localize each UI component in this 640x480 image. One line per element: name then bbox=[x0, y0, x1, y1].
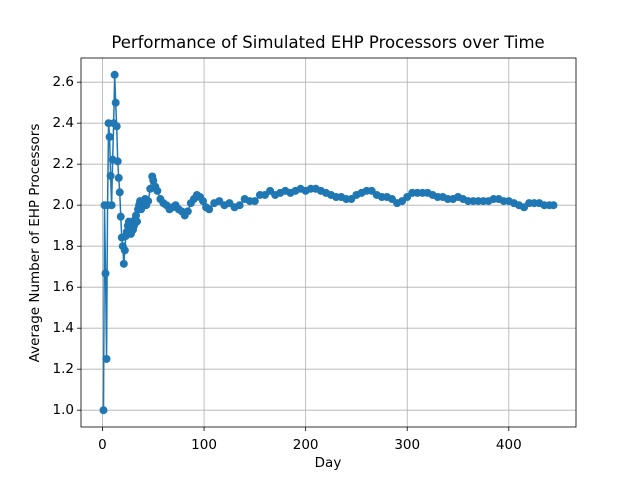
marker bbox=[133, 217, 142, 226]
marker bbox=[149, 176, 158, 185]
y-tick-label: 1.8 bbox=[53, 238, 74, 254]
marker bbox=[110, 70, 119, 79]
y-tick-label: 2.6 bbox=[53, 74, 74, 90]
marker bbox=[107, 201, 116, 210]
marker bbox=[549, 201, 558, 210]
chart-title: Performance of Simulated EHP Processors … bbox=[111, 33, 544, 52]
plot-frame bbox=[80, 57, 577, 428]
marker bbox=[183, 207, 192, 216]
marker bbox=[199, 197, 208, 206]
marker bbox=[101, 269, 110, 278]
marker bbox=[119, 259, 128, 268]
y-tick-label: 1.0 bbox=[53, 402, 74, 418]
y-tick-label: 1.2 bbox=[53, 361, 74, 377]
marker bbox=[153, 186, 162, 195]
marker bbox=[235, 201, 244, 210]
marker bbox=[205, 205, 214, 214]
marker bbox=[116, 212, 125, 221]
y-tick-label: 2.2 bbox=[53, 156, 74, 172]
x-tick-label: 300 bbox=[394, 437, 420, 453]
marker bbox=[144, 197, 153, 206]
x-tick-label: 100 bbox=[191, 437, 217, 453]
x-tick-label: 0 bbox=[98, 437, 107, 453]
y-tick-label: 2.4 bbox=[53, 115, 74, 131]
y-tick-label: 1.6 bbox=[53, 279, 74, 295]
marker bbox=[111, 98, 120, 107]
marker bbox=[115, 188, 124, 197]
y-tick-label: 1.4 bbox=[53, 320, 74, 336]
marker bbox=[120, 246, 129, 255]
y-tick-label: 2.0 bbox=[53, 197, 74, 213]
marker bbox=[105, 132, 114, 141]
marker bbox=[102, 354, 111, 363]
marker bbox=[99, 406, 108, 415]
line bbox=[102, 74, 554, 411]
x-axis-label: Day bbox=[315, 455, 342, 471]
marker bbox=[132, 211, 141, 220]
marker bbox=[112, 122, 121, 131]
marker bbox=[113, 157, 122, 166]
x-tick-label: 400 bbox=[496, 437, 522, 453]
x-tick-label: 200 bbox=[293, 437, 319, 453]
marker bbox=[114, 173, 123, 182]
y-axis-label: Average Number of EHP Processors bbox=[27, 124, 43, 363]
marker bbox=[250, 197, 259, 206]
marker bbox=[106, 171, 115, 180]
